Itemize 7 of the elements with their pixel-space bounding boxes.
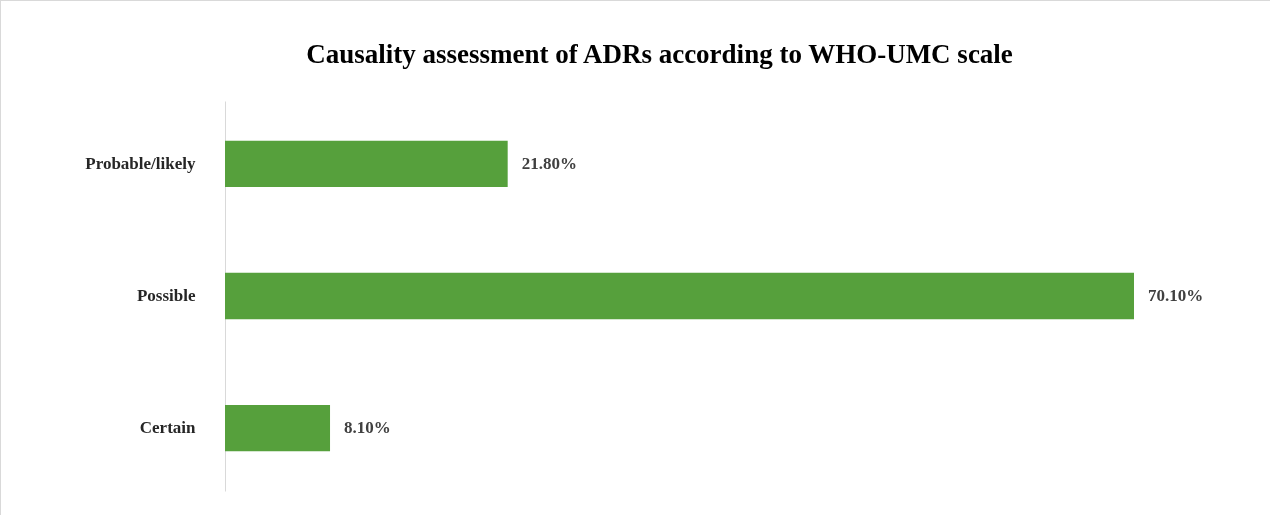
- data-label: 21.80%: [521, 153, 577, 173]
- y-tick-label: Certain: [139, 418, 197, 438]
- data-label: 8.10%: [344, 418, 391, 438]
- y-tick-label: Probable/likely: [85, 153, 196, 173]
- chart-title: Causality assessment of ADRs according to WHO-UMC scale: [306, 39, 1013, 69]
- y-tick-label: Possible: [136, 286, 196, 305]
- data-label: 70.10%: [1148, 286, 1204, 305]
